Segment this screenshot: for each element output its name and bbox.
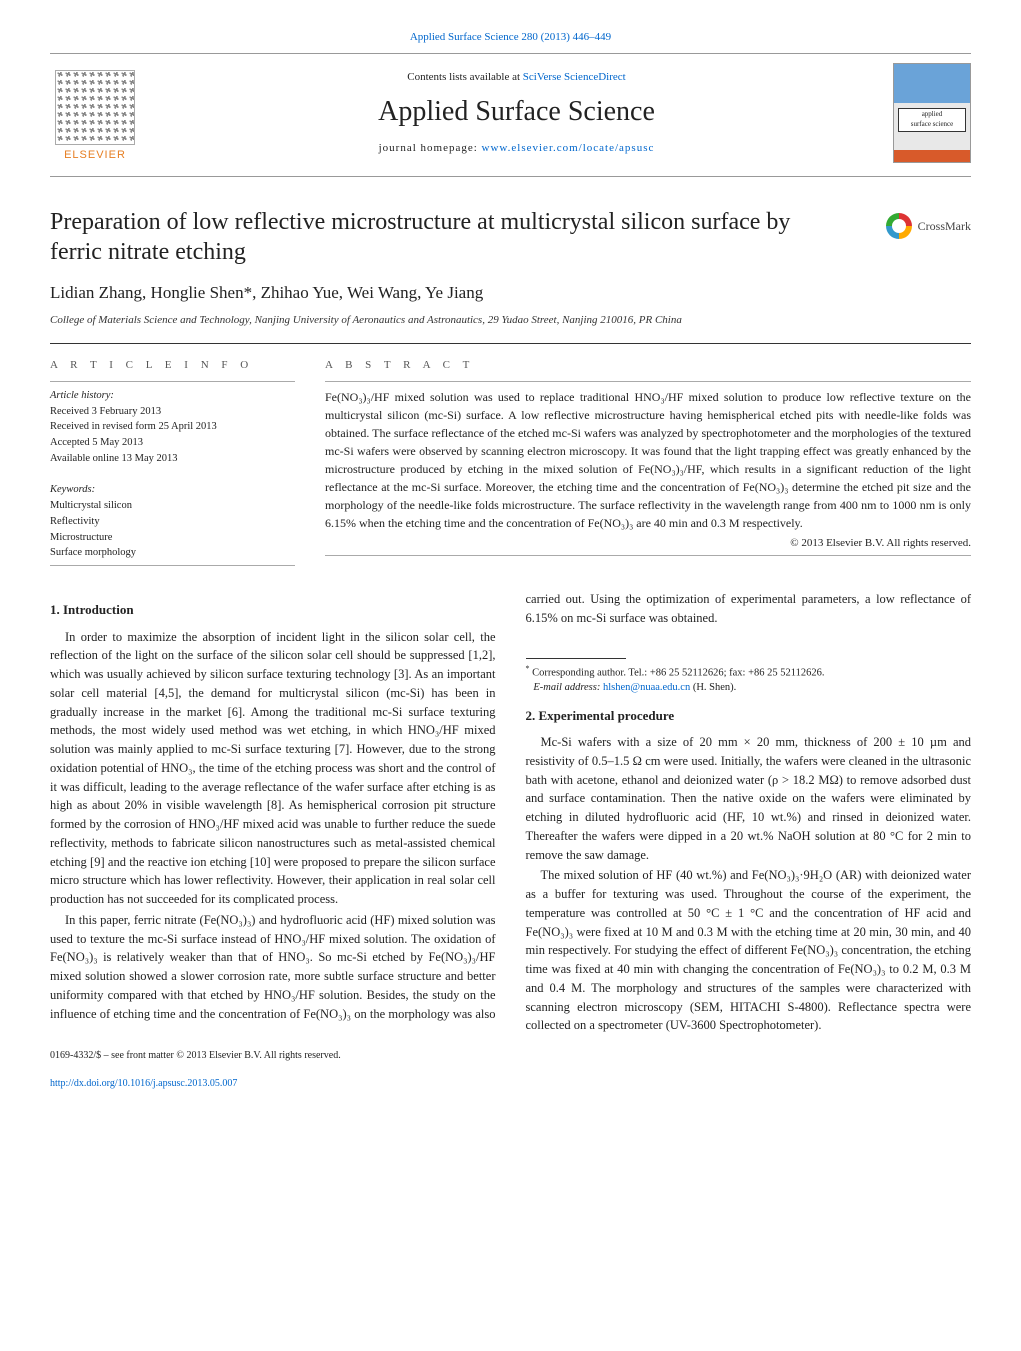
elsevier-tree-icon xyxy=(55,70,135,145)
article-info: A R T I C L E I N F O Article history: R… xyxy=(50,358,295,573)
crossmark-label: CrossMark xyxy=(918,218,971,235)
paragraph: In order to maximize the absorption of i… xyxy=(50,628,496,909)
abstract: A B S T R A C T Fe(NO₃)₃/HF mixed soluti… xyxy=(325,358,971,573)
journal-header: ELSEVIER Contents lists available at Sci… xyxy=(50,57,971,173)
publisher-name: ELSEVIER xyxy=(64,148,126,163)
divider xyxy=(50,176,971,177)
journal-cover-thumb: appliedsurface science xyxy=(893,63,971,163)
front-matter-line: 0169-4332/$ – see front matter © 2013 El… xyxy=(50,1049,971,1063)
contents-available: Contents lists available at SciVerse Sci… xyxy=(140,70,893,85)
divider xyxy=(50,53,971,54)
info-heading: A R T I C L E I N F O xyxy=(50,358,295,373)
abstract-text: Fe(NO₃)₃/HF mixed solution was used to r… xyxy=(325,388,971,532)
doi-link[interactable]: http://dx.doi.org/10.1016/j.apsusc.2013.… xyxy=(50,1078,237,1089)
article-body: 1. Introduction In order to maximize the… xyxy=(50,590,971,1035)
crossmark-icon xyxy=(886,213,912,239)
corresponding-footnote: * Corresponding author. Tel.: +86 25 521… xyxy=(526,663,972,696)
history-received: Received 3 February 2013 xyxy=(50,404,295,420)
history-heading: Article history: xyxy=(50,388,295,404)
authors: Lidian Zhang, Honglie Shen*, Zhihao Yue,… xyxy=(50,281,971,305)
history-revised: Received in revised form 25 April 2013 xyxy=(50,419,295,435)
keywords-heading: Keywords: xyxy=(50,482,295,498)
email-link[interactable]: hlshen@nuaa.edu.cn xyxy=(603,682,690,693)
journal-homepage: journal homepage: www.elsevier.com/locat… xyxy=(140,141,893,156)
homepage-link[interactable]: www.elsevier.com/locate/apsusc xyxy=(482,142,655,154)
publisher-logo: ELSEVIER xyxy=(50,63,140,163)
keyword: Microstructure xyxy=(50,530,295,546)
sciencedirect-link[interactable]: SciVerse ScienceDirect xyxy=(523,71,626,83)
abstract-copyright: © 2013 Elsevier B.V. All rights reserved… xyxy=(325,536,971,551)
divider xyxy=(50,343,971,344)
paragraph: The mixed solution of HF (40 wt.%) and F… xyxy=(526,866,972,1035)
abstract-heading: A B S T R A C T xyxy=(325,358,971,373)
keyword: Reflectivity xyxy=(50,514,295,530)
paragraph: Mc-Si wafers with a size of 20 mm × 20 m… xyxy=(526,733,972,864)
section-heading-experimental: 2. Experimental procedure xyxy=(526,706,972,726)
keyword: Multicrystal silicon xyxy=(50,498,295,514)
citation-link[interactable]: Applied Surface Science 280 (2013) 446–4… xyxy=(410,31,611,43)
crossmark-badge[interactable]: CrossMark xyxy=(886,213,971,239)
keyword: Surface morphology xyxy=(50,545,295,561)
affiliation: College of Materials Science and Technol… xyxy=(50,313,971,328)
top-citation: Applied Surface Science 280 (2013) 446–4… xyxy=(50,30,971,45)
footnote-divider xyxy=(526,658,626,659)
section-heading-intro: 1. Introduction xyxy=(50,600,496,620)
history-online: Available online 13 May 2013 xyxy=(50,451,295,467)
journal-title: Applied Surface Science xyxy=(140,92,893,131)
history-accepted: Accepted 5 May 2013 xyxy=(50,435,295,451)
article-title: Preparation of low reflective microstruc… xyxy=(50,207,810,267)
